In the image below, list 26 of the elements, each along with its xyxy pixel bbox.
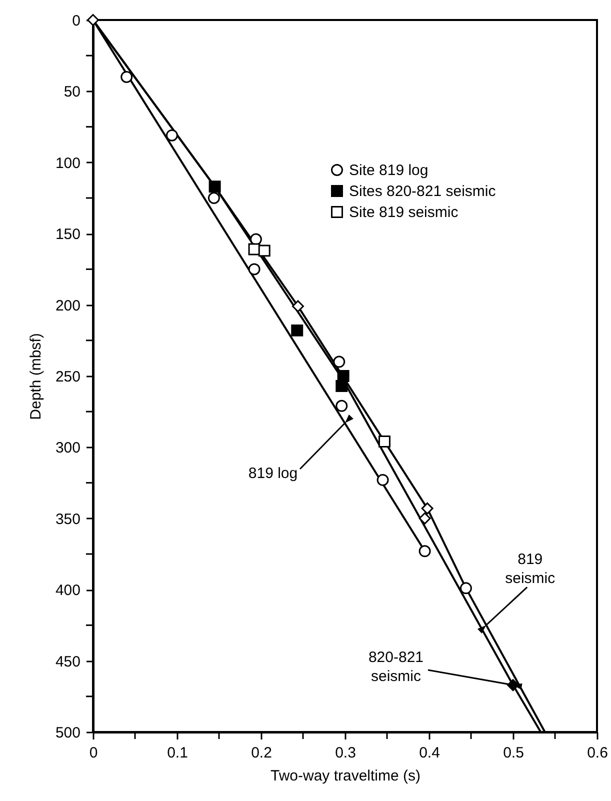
y-tick-label: 350 [55,510,80,528]
y-tick-label: 100 [55,154,80,172]
y-tick-label: 50 [64,84,80,101]
annotation: 819 log [248,464,298,482]
y-tick-label: 0 [72,12,80,30]
x-tick-label: 0.3 [335,744,356,762]
y-tick-label: 500 [55,724,80,742]
y-tick-label: 200 [55,297,80,314]
x-tick-label: 0.1 [167,744,188,762]
x-tick-label: 0.4 [419,744,440,762]
x-tick-label: 0.5 [503,744,524,762]
legend-label: Site 819 seismic [349,204,459,221]
annotation: 820-821 seismic [368,649,424,686]
x-tick-label: 0.2 [251,744,272,762]
y-tick-label: 150 [55,226,80,244]
y-tick-label: 300 [55,440,80,457]
y-tick-label: 450 [55,653,80,670]
y-axis-title: Depth (mbsf) [27,333,44,420]
annotation: 819 seismic [505,551,556,588]
x-tick-label: 0.6 [587,744,608,762]
legend-label: Site 819 log [349,162,428,179]
x-axis-title: Two-way traveltime (s) [270,768,421,784]
x-tick-label: 0 [89,744,98,762]
y-tick-label: 250 [55,368,80,386]
legend-label: Sites 820-821 seismic [349,183,496,200]
y-tick-label: 400 [55,582,80,600]
